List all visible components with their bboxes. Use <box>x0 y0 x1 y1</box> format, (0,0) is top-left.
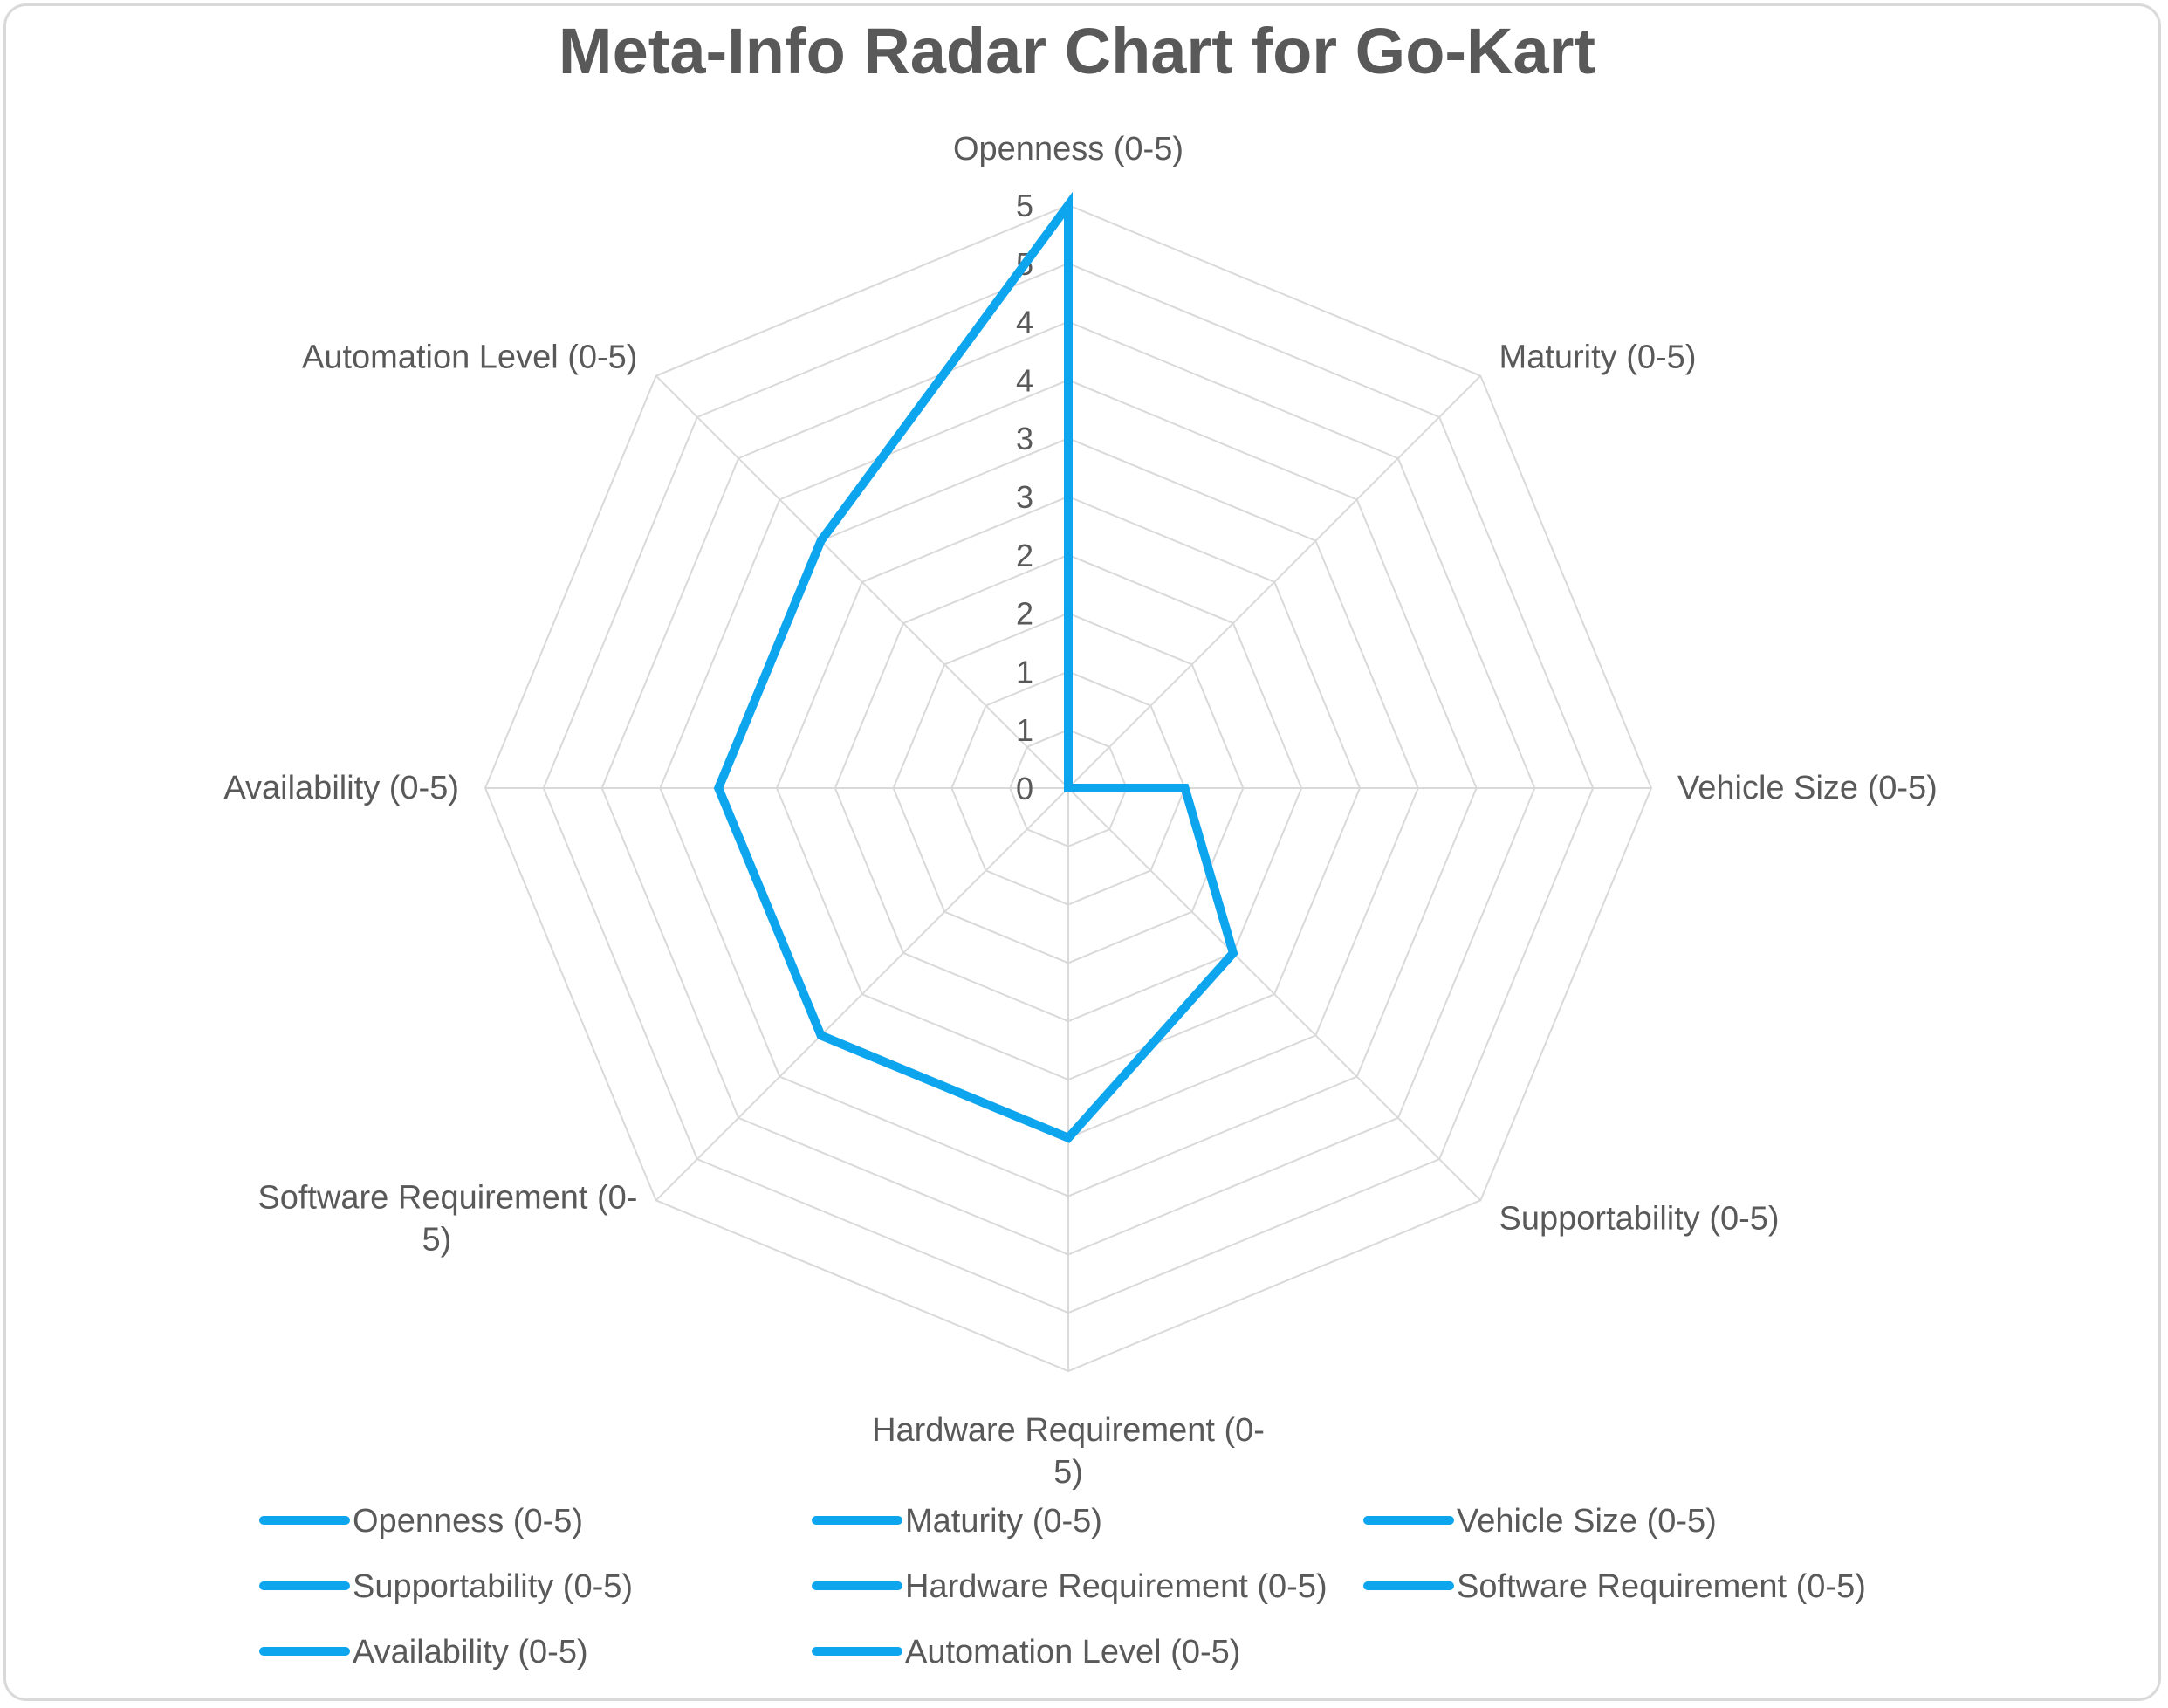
chart-frame <box>3 3 2161 1701</box>
legend-label: Supportability (0-5) <box>353 1568 633 1605</box>
radial-tick-label: 5 <box>1016 188 1033 223</box>
radial-tick-label: 4 <box>1016 362 1033 398</box>
radial-tick-label: 1 <box>1016 654 1033 689</box>
grid-spoke <box>1067 787 1482 1202</box>
grid-spoke <box>1067 374 1482 789</box>
grid-spoke <box>655 787 1069 1202</box>
data-point <box>1232 951 1234 954</box>
axis-label: Maturity (0-5) <box>1499 339 1697 375</box>
legend-label: Maturity (0-5) <box>905 1503 1102 1540</box>
data-point <box>1183 787 1186 789</box>
series-layer <box>713 191 1238 1143</box>
legend-label: Openness (0-5) <box>353 1503 583 1540</box>
radial-tick-label: 2 <box>1016 596 1033 632</box>
radial-tick-label: 2 <box>1016 538 1033 573</box>
axis-labels: Openness (0-5) Maturity (0-5) Vehicle Size… <box>223 131 1937 1491</box>
series-line <box>713 191 1238 1143</box>
legend-label: Availability (0-5) <box>353 1634 588 1670</box>
axis-label: Hardware Requirement (0-5) <box>872 1412 1265 1491</box>
data-point <box>820 1034 822 1037</box>
axis-label: Vehicle Size (0-5) <box>1677 770 1938 806</box>
radial-tick-label: 4 <box>1016 305 1033 340</box>
axis-label: Automation Level (0-5) <box>302 339 637 375</box>
radial-tick-label: 3 <box>1016 479 1033 515</box>
data-point <box>1067 204 1069 206</box>
grid-spoke <box>655 374 1069 789</box>
axis-label: Availability (0-5) <box>223 770 459 806</box>
radial-tick-label: 0 <box>1016 771 1033 806</box>
axis-label: Openness (0-5) <box>953 131 1183 168</box>
data-point <box>1067 787 1069 789</box>
radial-tick-label: 1 <box>1016 712 1033 748</box>
legend-label: Software Requirement (0-5) <box>1457 1568 1866 1605</box>
legend: Openness (0-5) Maturity (0-5) Vehicle Size… <box>259 1503 1866 1670</box>
chart-title: Meta-Info Radar Chart for Go-Kart <box>559 15 1595 87</box>
axis-label: Software Requirement (0-5) <box>257 1180 637 1259</box>
legend-label: Automation Level (0-5) <box>905 1634 1240 1670</box>
data-point <box>820 539 822 542</box>
legend-label: Hardware Requirement (0-5) <box>905 1568 1328 1605</box>
data-point <box>717 787 720 789</box>
data-point <box>1067 1136 1069 1139</box>
radial-tick-label: 3 <box>1016 421 1033 456</box>
legend-label: Vehicle Size (0-5) <box>1457 1503 1717 1540</box>
axis-label: Supportability (0-5) <box>1499 1201 1780 1238</box>
